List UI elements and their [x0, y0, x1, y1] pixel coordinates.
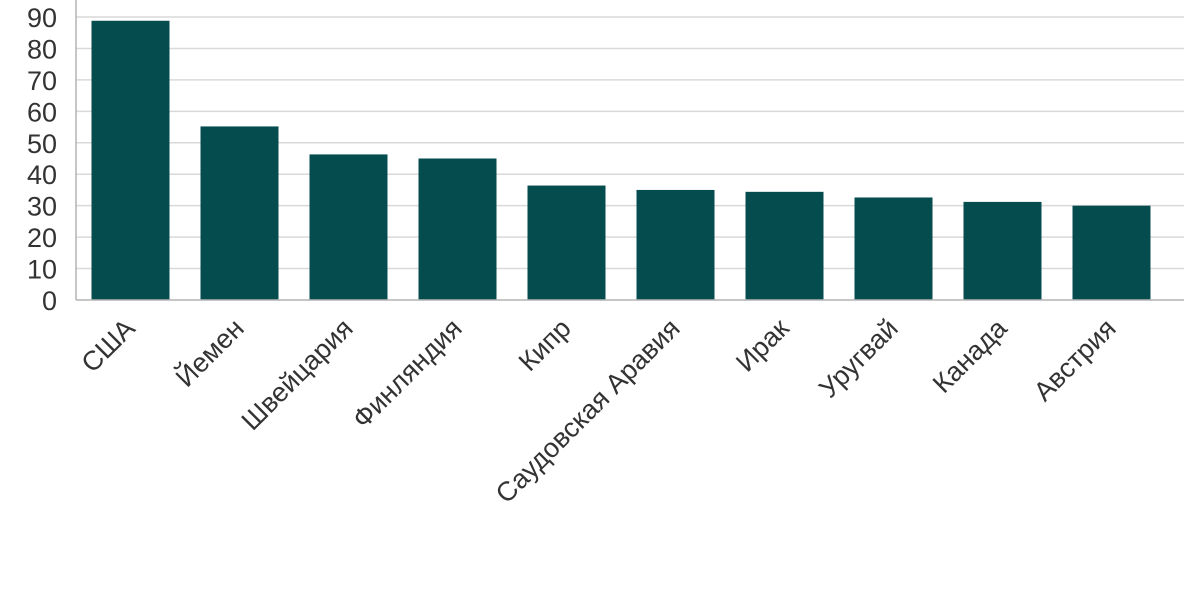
y-tick-label: 50 [27, 129, 57, 159]
x-tick-label: Уругвай [813, 313, 904, 404]
y-tick-label: 60 [27, 97, 57, 127]
bar [527, 185, 606, 300]
x-tick-label: Австрия [1028, 313, 1122, 407]
bar [636, 189, 715, 300]
x-tick-label: Ирак [730, 313, 795, 378]
y-tick-label: 0 [42, 286, 57, 316]
bar [854, 197, 933, 300]
y-tick-label: 90 [27, 3, 57, 33]
y-tick-label: 70 [27, 66, 57, 96]
x-tick-label: Швейцария [236, 313, 359, 436]
bar [745, 191, 824, 300]
x-tick-label: Финляндия [347, 313, 468, 434]
bar [963, 201, 1042, 300]
bar [1072, 205, 1151, 300]
x-tick-label: Кипр [513, 313, 577, 377]
y-tick-label: 40 [27, 160, 57, 190]
x-tick-label: Саудовская Аравия [490, 313, 686, 509]
x-tick-label: Йемен [169, 312, 250, 393]
bar [418, 158, 497, 300]
x-tick-label: США [76, 313, 141, 378]
bar [309, 154, 388, 300]
bars [91, 20, 1151, 300]
bar [91, 20, 170, 300]
y-tick-label: 30 [27, 192, 57, 222]
bar [200, 126, 279, 300]
x-tick-label: Канада [927, 312, 1014, 399]
y-tick-label: 20 [27, 223, 57, 253]
y-tick-label: 10 [27, 255, 57, 285]
y-tick-label: 80 [27, 34, 57, 64]
